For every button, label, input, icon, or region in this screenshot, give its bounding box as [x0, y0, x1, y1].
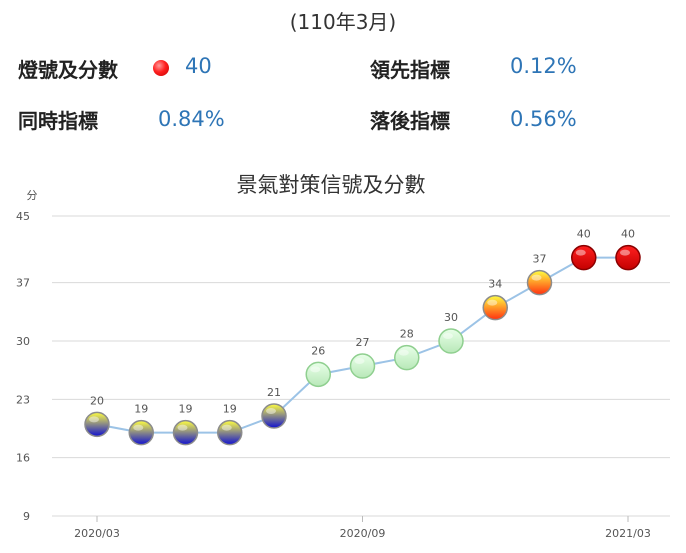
- data-point-yellow-red: [526, 269, 553, 296]
- lagging-index-label: 落後指標: [370, 109, 450, 133]
- data-point-green: [305, 361, 331, 388]
- data-label: 27: [356, 336, 370, 349]
- signal-score-value: 40: [185, 54, 212, 78]
- x-tick-label: 2020/03: [74, 527, 120, 540]
- period-label: (110年3月): [289, 10, 397, 34]
- coincident-index-value: 0.84%: [158, 107, 225, 131]
- y-tick-label: 30: [16, 335, 30, 348]
- point-highlight: [266, 408, 276, 414]
- point-highlight: [487, 299, 498, 306]
- lagging-index-value: 0.56%: [510, 107, 577, 131]
- point-highlight: [133, 424, 144, 431]
- signal-light-icon: [153, 60, 169, 76]
- data-point-green: [349, 353, 376, 379]
- data-label: 30: [444, 311, 458, 324]
- data-point-yellow-red: [482, 294, 508, 321]
- x-tick-label: 2021/03: [605, 527, 651, 540]
- chart-title: 景氣對策信號及分數: [237, 173, 426, 197]
- data-point-red: [615, 244, 641, 271]
- point-highlight: [177, 424, 188, 431]
- data-label: 34: [488, 278, 502, 291]
- data-point-blue: [84, 411, 110, 438]
- point-highlight: [221, 424, 232, 431]
- point-highlight: [398, 349, 409, 356]
- point-highlight: [620, 249, 630, 256]
- data-label: 20: [90, 394, 104, 407]
- point-highlight: [310, 366, 321, 373]
- point-highlight: [443, 333, 453, 339]
- y-tick-label: 45: [16, 210, 30, 223]
- data-point-green: [438, 328, 464, 354]
- y-tick-label: 37: [16, 277, 30, 290]
- y-tick-label: 16: [16, 452, 30, 465]
- y-tick-label: 9: [23, 510, 30, 523]
- data-label: 19: [134, 403, 148, 416]
- data-point-blue: [172, 419, 199, 446]
- data-label: 26: [311, 344, 325, 357]
- y-axis-unit-label: 分: [27, 189, 38, 202]
- data-point-blue: [128, 419, 154, 446]
- point-highlight: [89, 416, 99, 423]
- data-label: 40: [621, 228, 635, 241]
- point-highlight: [575, 249, 586, 256]
- data-point-blue: [217, 419, 243, 446]
- data-label: 28: [400, 328, 414, 341]
- x-tick-label: 2020/09: [340, 527, 386, 540]
- signal-score-label: 燈號及分數: [18, 58, 118, 82]
- leading-index-value: 0.12%: [510, 54, 577, 78]
- point-highlight: [531, 274, 542, 281]
- coincident-index-label: 同時指標: [18, 109, 98, 133]
- data-point-red: [571, 244, 597, 271]
- data-point-blue: [261, 403, 287, 429]
- data-label: 19: [179, 403, 193, 416]
- point-highlight: [354, 358, 365, 364]
- leading-index-label: 領先指標: [370, 58, 450, 82]
- data-label: 19: [223, 403, 237, 416]
- data-point-green: [394, 344, 420, 371]
- data-label: 40: [577, 228, 591, 241]
- y-tick-label: 23: [16, 393, 30, 406]
- data-label: 21: [267, 386, 281, 399]
- data-label: 37: [533, 253, 547, 266]
